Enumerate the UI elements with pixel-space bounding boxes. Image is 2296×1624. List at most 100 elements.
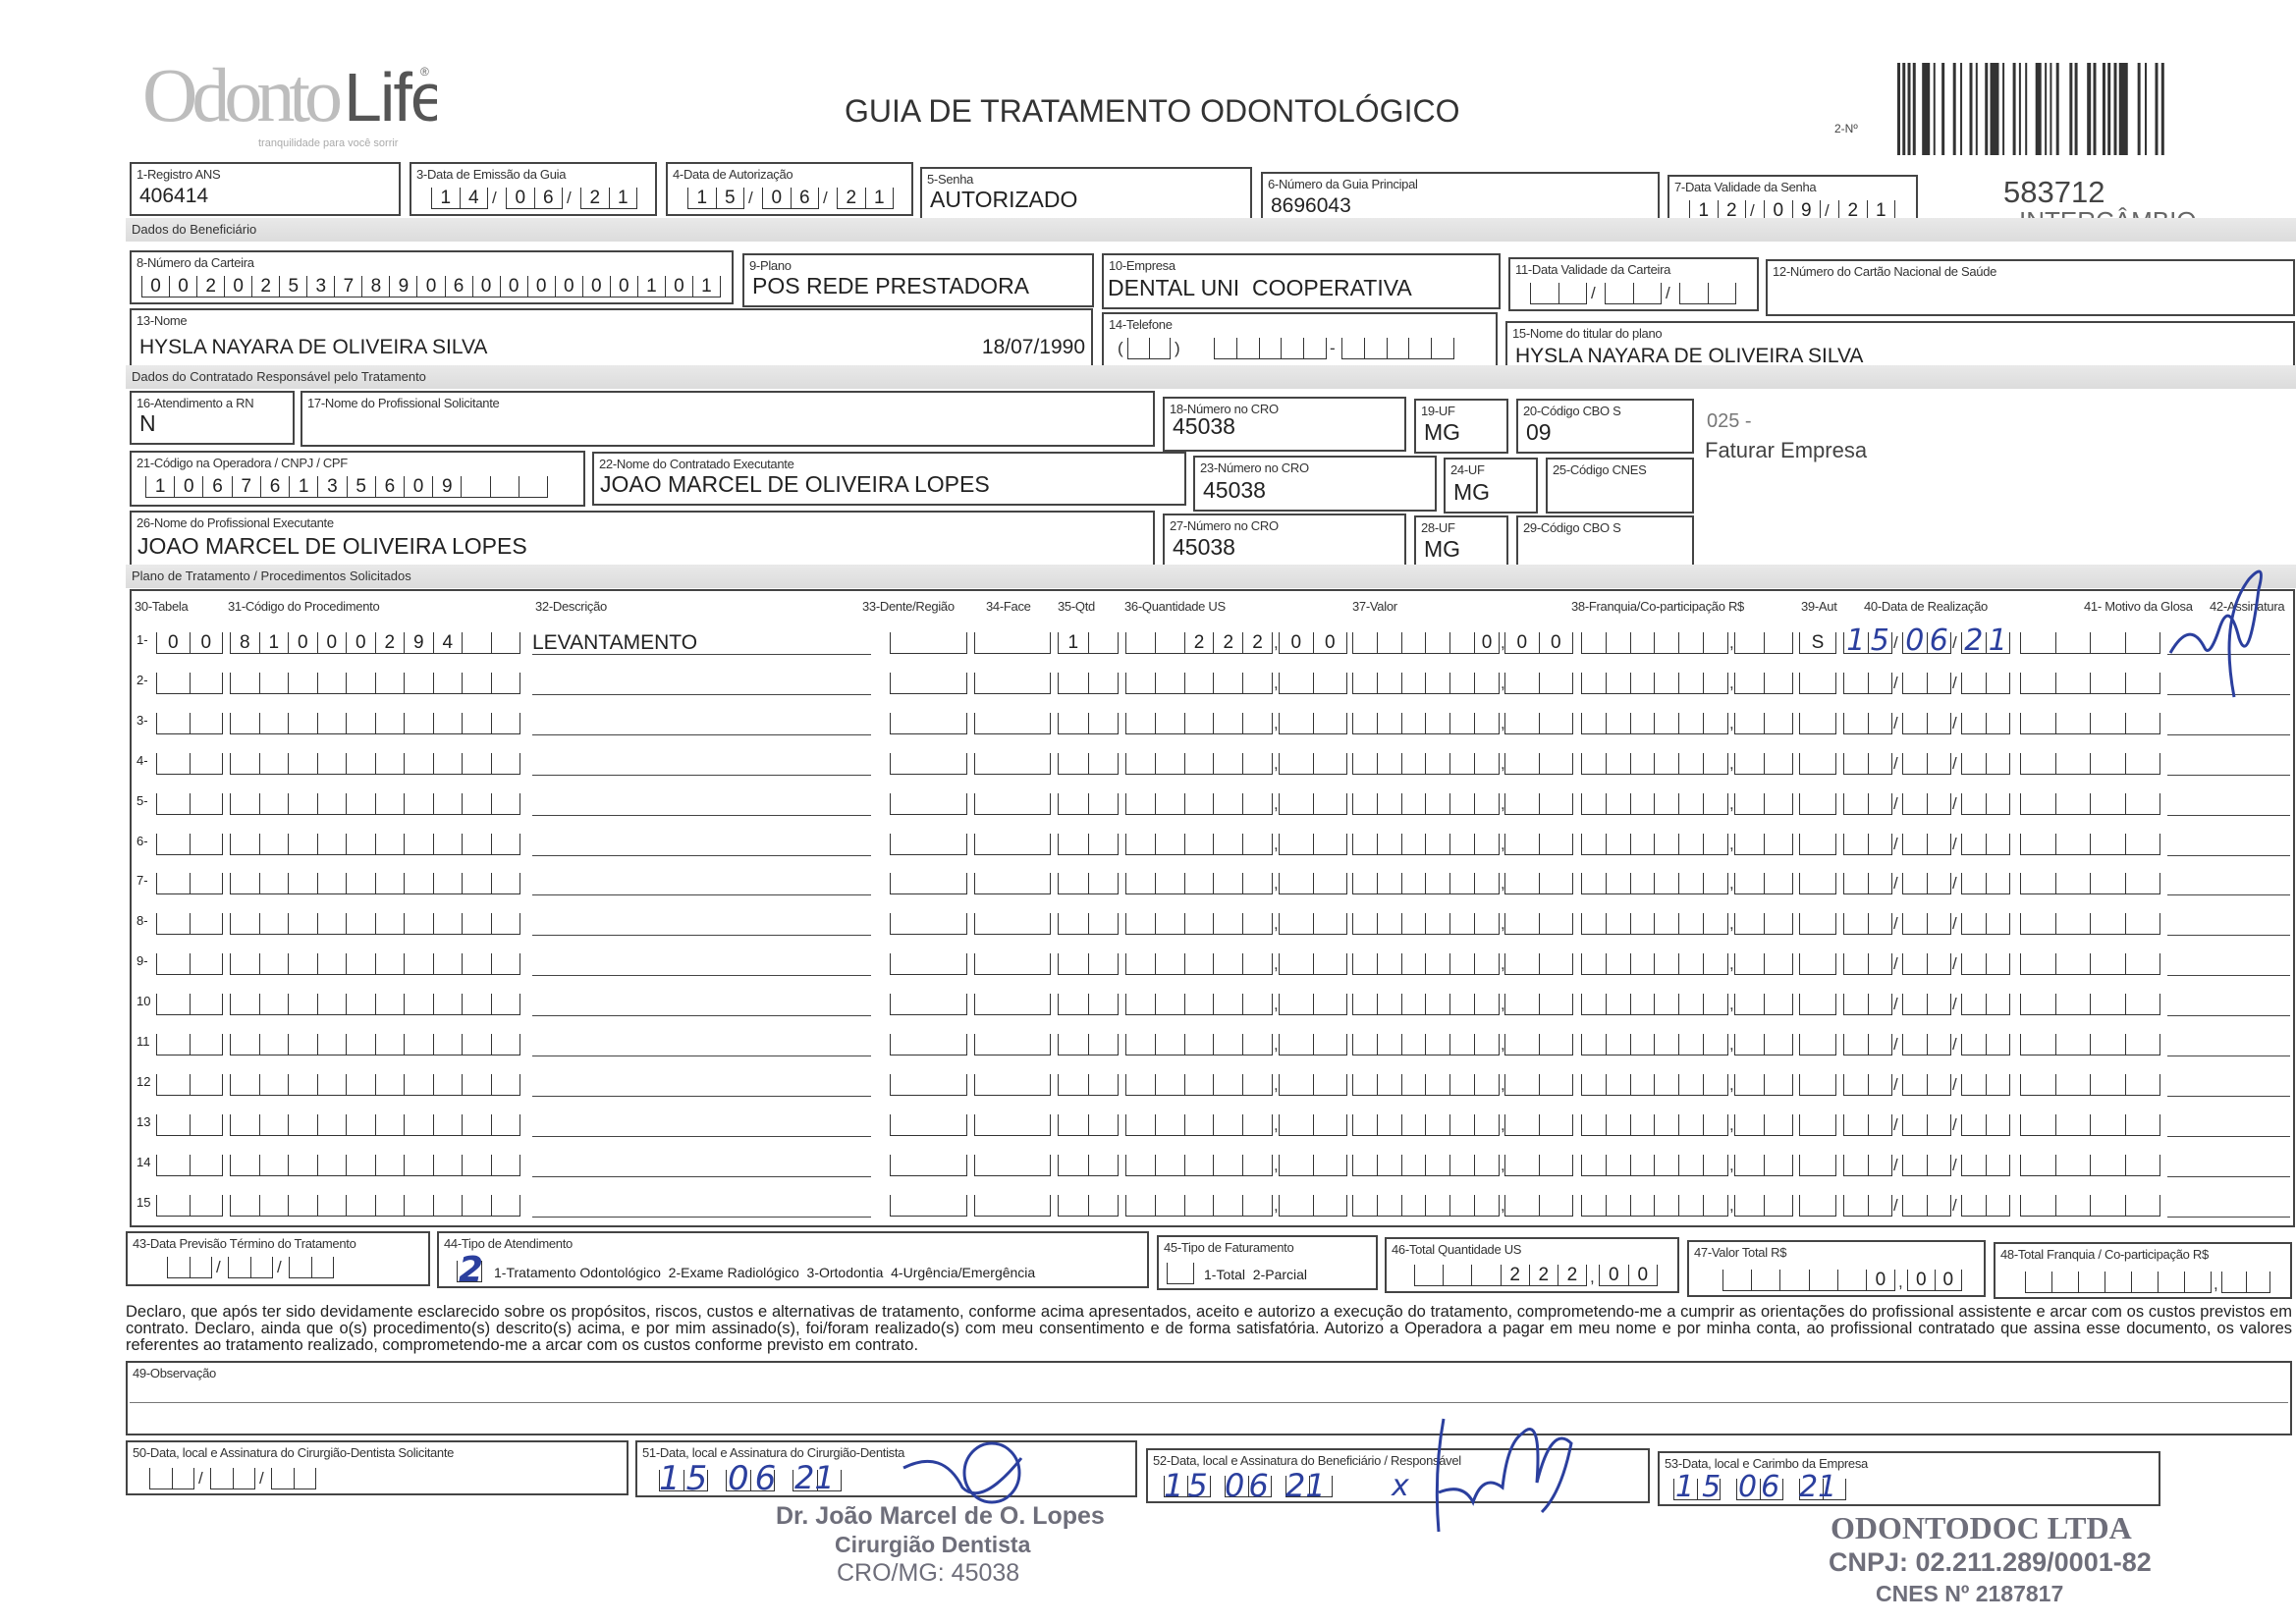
qtd-us-dec-cells[interactable] (1279, 792, 1347, 815)
codigo-cells[interactable] (230, 833, 520, 855)
dente-cells[interactable] (890, 994, 967, 1016)
dente-cells[interactable] (890, 1073, 967, 1096)
valor-dec-cells[interactable] (1504, 1113, 1573, 1136)
day-cells[interactable] (1843, 1034, 1892, 1056)
qtd-us-dec-cells[interactable] (1279, 752, 1347, 775)
motivo-cells[interactable] (2020, 833, 2160, 855)
tipo-faturamento-cell[interactable] (1167, 1263, 1194, 1284)
franq-int-cells[interactable] (1581, 792, 1728, 815)
day-cells[interactable] (1843, 1113, 1892, 1136)
month-cells[interactable] (1902, 752, 1951, 775)
franq-int-cells[interactable] (1581, 672, 1728, 694)
qtd-cells[interactable] (1058, 873, 1119, 895)
dente-cells[interactable] (890, 873, 967, 895)
month-cells[interactable] (1902, 833, 1951, 855)
tabela-cells[interactable] (156, 1194, 223, 1217)
tabela-cells[interactable] (156, 873, 223, 895)
franq-int-cells[interactable] (1581, 712, 1728, 734)
motivo-cells[interactable] (2020, 1194, 2160, 1217)
descricao-field[interactable] (532, 1195, 871, 1218)
valor-int-cells[interactable] (1352, 994, 1500, 1016)
valor-int-cells[interactable] (1352, 1113, 1500, 1136)
motivo-cells[interactable] (2020, 994, 2160, 1016)
year-cells[interactable] (1961, 792, 2010, 815)
valor-dec-cells[interactable] (1504, 1034, 1573, 1056)
qtd-cells[interactable] (1058, 1073, 1119, 1096)
dente-cells[interactable] (890, 672, 967, 694)
aut-cells[interactable] (1799, 833, 1836, 855)
tabela-cells[interactable] (156, 752, 223, 775)
motivo-cells[interactable] (2020, 1154, 2160, 1176)
dente-cells[interactable] (890, 752, 967, 775)
face-cells[interactable] (974, 792, 1051, 815)
qtd-us-int-cells[interactable] (1125, 752, 1273, 775)
assinatura-field[interactable] (2167, 953, 2290, 977)
year-cells[interactable] (1961, 712, 2010, 734)
valor-int-cells[interactable] (1352, 833, 1500, 855)
dente-cells[interactable] (890, 953, 967, 976)
codigo-cells[interactable] (230, 1194, 520, 1217)
face-cells[interactable] (974, 752, 1051, 775)
aut-cells[interactable] (1799, 1073, 1836, 1096)
empresa-field[interactable]: 10-Empresa DENTAL UNI COOPERATIVA (1102, 253, 1501, 309)
qtd-us-int-cells[interactable] (1125, 1154, 1273, 1176)
codigo-cells[interactable] (230, 913, 520, 936)
codigo-cells[interactable] (230, 953, 520, 976)
descricao-field[interactable] (532, 873, 871, 896)
day-cells[interactable] (1843, 792, 1892, 815)
franq-int-cells[interactable] (1581, 1073, 1728, 1096)
assinatura-field[interactable] (2167, 713, 2290, 735)
assinatura-beneficiario-field[interactable]: 52-Data, local e Assinatura do Beneficiá… (1146, 1448, 1650, 1503)
carimbo-empresa-field[interactable]: 53-Data, local e Carimbo da Empresa 15 0… (1658, 1451, 2160, 1506)
qtd-us-dec-cells[interactable] (1279, 1073, 1347, 1096)
tipo-atendimento-cell[interactable] (457, 1261, 482, 1282)
tabela-cells[interactable] (156, 712, 223, 734)
qtd-us-dec-cells[interactable] (1279, 953, 1347, 976)
cartao-nacional-field[interactable]: 12-Número do Cartão Nacional de Saúde (1766, 259, 2295, 316)
codigo-cells[interactable] (230, 1073, 520, 1096)
uf-solicitante-field[interactable]: 19-UF MG (1414, 399, 1508, 454)
aut-cells[interactable] (1799, 1113, 1836, 1136)
day-cells[interactable] (1843, 994, 1892, 1016)
tabela-cells[interactable] (156, 833, 223, 855)
month-cells[interactable] (1902, 913, 1951, 936)
motivo-cells[interactable] (2020, 712, 2160, 734)
motivo-cells[interactable] (2020, 632, 2160, 654)
qtd-cells[interactable] (1058, 1113, 1119, 1136)
qtd-us-dec-cells[interactable] (1279, 873, 1347, 895)
face-cells[interactable] (974, 994, 1051, 1016)
valor-int-cells[interactable] (1352, 1034, 1500, 1056)
franq-int-cells[interactable] (1581, 953, 1728, 976)
face-cells[interactable] (974, 712, 1051, 734)
face-cells[interactable] (974, 1113, 1051, 1136)
franq-dec-cells[interactable] (1734, 994, 1793, 1016)
year-cells[interactable] (1961, 913, 2010, 936)
descricao-field[interactable] (532, 793, 871, 816)
codigo-cells[interactable] (230, 792, 520, 815)
uf-executante-field[interactable]: 28-UF MG (1414, 515, 1508, 570)
descricao-field[interactable] (532, 953, 871, 977)
aut-cells[interactable] (1799, 672, 1836, 694)
valor-int-cells[interactable] (1352, 953, 1500, 976)
valor-dec-cells[interactable] (1504, 1154, 1573, 1176)
motivo-cells[interactable] (2020, 1113, 2160, 1136)
qtd-cells[interactable] (1058, 752, 1119, 775)
tabela-cells[interactable] (156, 1073, 223, 1096)
face-cells[interactable] (974, 632, 1051, 654)
observacao-field[interactable]: 49-Observação (126, 1361, 2292, 1435)
qtd-us-int-cells[interactable] (1125, 712, 1273, 734)
franq-dec-cells[interactable] (1734, 792, 1793, 815)
senha-field[interactable]: 5-Senha AUTORIZADO (920, 167, 1252, 221)
assinatura-field[interactable] (2167, 1114, 2290, 1137)
valor-int-cells[interactable] (1352, 1073, 1500, 1096)
valor-dec-cells[interactable] (1504, 953, 1573, 976)
day-cells[interactable] (1843, 953, 1892, 976)
codigo-cells[interactable] (230, 712, 520, 734)
qtd-us-int-cells[interactable] (1125, 913, 1273, 936)
assinatura-field[interactable] (2167, 873, 2290, 896)
qtd-us-dec-cells[interactable] (1279, 1113, 1347, 1136)
valor-dec-cells[interactable] (1504, 833, 1573, 855)
month-cells[interactable] (1902, 873, 1951, 895)
